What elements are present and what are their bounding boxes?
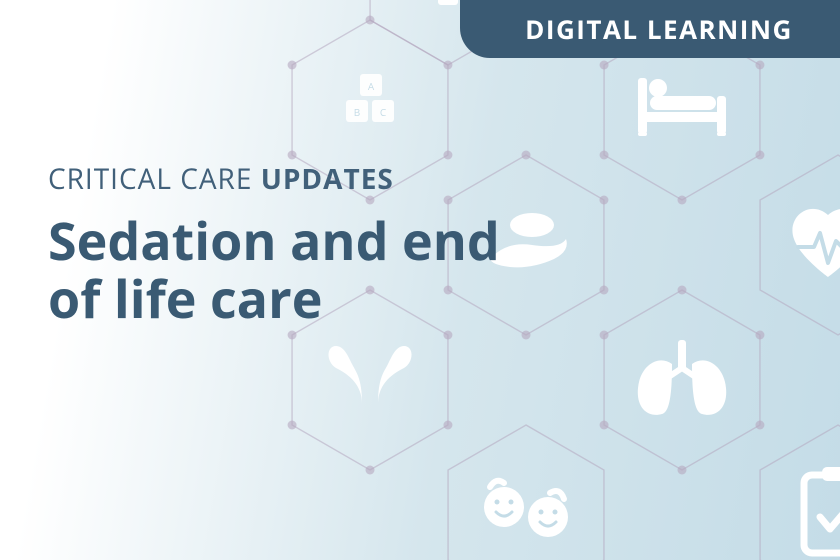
title: Sedation and end of life care (48, 212, 500, 328)
svg-text:A: A (368, 79, 375, 93)
blocks-icon: A B C (346, 74, 394, 122)
hands-cup-icon (329, 346, 412, 404)
title-line-1: Sedation and end (48, 212, 500, 270)
text-block: CRITICAL CARE UPDATES Sedation and end o… (48, 160, 500, 328)
hex-faces (448, 425, 604, 560)
banner-canvas: A B C (0, 0, 840, 560)
hex-lungs (600, 286, 765, 475)
hex-heart (760, 155, 840, 335)
eyebrow: CRITICAL CARE UPDATES (48, 160, 500, 198)
svg-text:C: C (380, 105, 386, 119)
eyebrow-bold: UPDATES (261, 160, 394, 198)
svg-text:B: B (354, 105, 360, 119)
bed-icon (638, 78, 726, 136)
eyebrow-light: CRITICAL CARE (48, 160, 252, 198)
faces-icon (484, 481, 568, 537)
hex-clipboard (760, 425, 840, 560)
hand-icon (490, 213, 567, 267)
title-line-2: of life care (48, 270, 500, 328)
digital-learning-badge: DIGITAL LEARNING (460, 0, 840, 58)
clipboard-icon (804, 467, 840, 553)
heart-ecg-icon (792, 205, 840, 277)
lungs-icon (638, 340, 726, 415)
